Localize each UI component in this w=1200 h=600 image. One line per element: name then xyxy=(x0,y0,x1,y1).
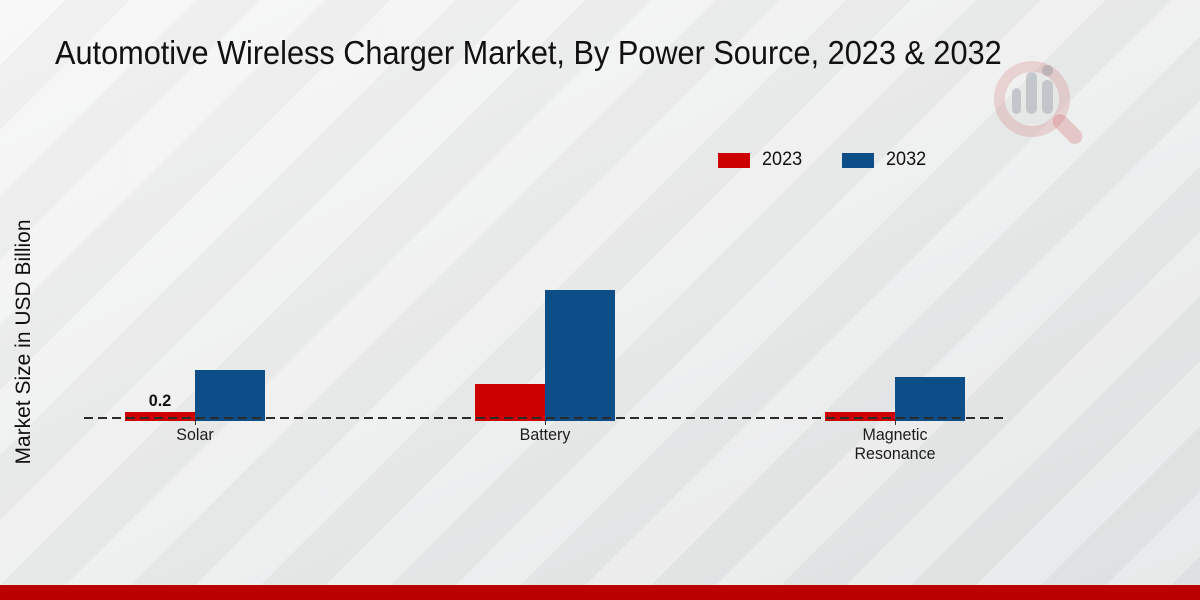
zero-baseline xyxy=(84,417,1007,419)
bar-2032-battery xyxy=(545,289,615,421)
legend-item-2023: 2023 xyxy=(718,149,804,171)
logo-bar-icon xyxy=(1026,72,1037,114)
x-tick-solar xyxy=(195,419,196,425)
category-label-magnetic-resonance: Magnetic Resonance xyxy=(854,426,936,464)
bar-2023-magnetic-resonance xyxy=(825,412,895,421)
bar-2023-solar xyxy=(125,412,195,421)
logo-bar-icon xyxy=(1042,80,1053,114)
bar-2023-battery xyxy=(475,384,545,421)
category-label-battery: Battery xyxy=(519,426,571,444)
legend-label-2032: 2032 xyxy=(886,149,927,170)
legend-swatch-2032 xyxy=(842,152,875,168)
bar-value-label: 0.2 xyxy=(148,391,172,410)
x-tick-magnetic-resonance xyxy=(895,419,896,425)
legend-swatch-2023 xyxy=(718,152,750,168)
legend-item-2032: 2032 xyxy=(842,149,928,171)
logo-dot-icon xyxy=(1042,65,1053,76)
chart-title: Automotive Wireless Charger Market, By P… xyxy=(55,34,1002,71)
magnifier-lens-icon xyxy=(994,61,1070,137)
y-axis-label: Market Size in USD Billion xyxy=(12,219,35,465)
bar-2032-solar xyxy=(195,370,265,421)
legend-label-2023: 2023 xyxy=(762,149,803,170)
bar-2032-magnetic-resonance xyxy=(895,377,965,421)
footer-accent-bar xyxy=(0,585,1200,600)
legend: 2023 2032 xyxy=(718,149,929,171)
x-tick-battery xyxy=(545,419,546,425)
category-label-solar: Solar xyxy=(176,426,214,444)
logo-bar-icon xyxy=(1012,88,1021,114)
mrfr-logo-watermark xyxy=(988,55,1098,155)
